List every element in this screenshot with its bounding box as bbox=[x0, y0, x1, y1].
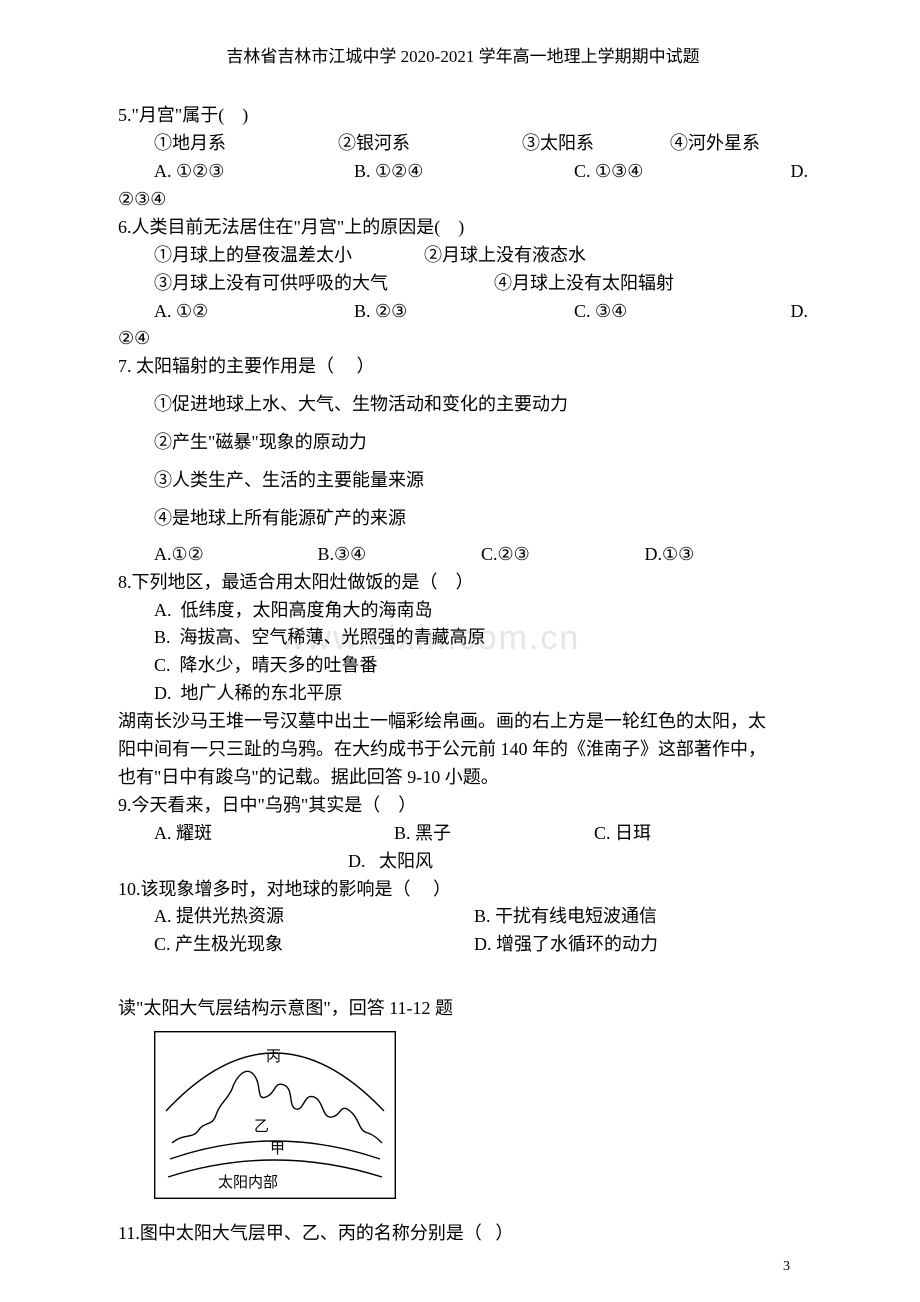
q7-item-4: ④是地球上所有能源矿产的来源 bbox=[118, 505, 808, 533]
q5-option-d: D. bbox=[774, 158, 808, 186]
q7-item-2: ②产生"磁暴"现象的原动力 bbox=[118, 429, 808, 457]
q6-row1: ①月球上的昼夜温差太小 ②月球上没有液态水 bbox=[118, 242, 808, 270]
q10-option-b: B. 干扰有线电短波通信 bbox=[474, 903, 808, 931]
q6-item-4: ④月球上没有太阳辐射 bbox=[494, 270, 808, 298]
q6-row2: ③月球上没有可供呼吸的大气 ④月球上没有太阳辐射 bbox=[118, 270, 808, 298]
q6-stem: 6.人类目前无法居住在"月宫"上的原因是( ) bbox=[118, 214, 808, 242]
q9-option-d: D. 太阳风 bbox=[118, 848, 808, 876]
q7-stem: 7. 太阳辐射的主要作用是（ ） bbox=[118, 353, 808, 381]
page-header: 吉林省吉林市江城中学 2020-2021 学年高一地理上学期期中试题 bbox=[118, 44, 808, 70]
q5-option-c: C. ①③④ bbox=[574, 158, 774, 186]
q6-option-d-extra: ②④ bbox=[118, 325, 808, 353]
q6-options-row: A. ①② B. ②③ C. ③④ D. bbox=[118, 298, 808, 326]
q5-stem: 5."月宫"属于( ) bbox=[118, 102, 808, 130]
q9-option-b: B. 黑子 bbox=[394, 820, 594, 848]
q11-stem: 11.图中太阳大气层甲、乙、丙的名称分别是（ ） bbox=[118, 1220, 808, 1248]
context-line-4: 读"太阳大气层结构示意图"，回答 11-12 题 bbox=[118, 995, 808, 1023]
q10-row1: A. 提供光热资源 B. 干扰有线电短波通信 bbox=[118, 903, 808, 931]
q10-row2: C. 产生极光现象 D. 增强了水循环的动力 bbox=[118, 931, 808, 959]
q5-circle-1: ①地月系 bbox=[154, 130, 338, 158]
svg-text:乙: 乙 bbox=[254, 1119, 269, 1135]
q5-option-b: B. ①②④ bbox=[354, 158, 574, 186]
q6-item-3: ③月球上没有可供呼吸的大气 bbox=[154, 270, 494, 298]
q9-option-c: C. 日珥 bbox=[594, 820, 808, 848]
q7-item-1: ①促进地球上水、大气、生物活动和变化的主要动力 bbox=[118, 391, 808, 419]
context-line-3: 也有"日中有踆乌"的记载。据此回答 9-10 小题。 bbox=[118, 764, 808, 792]
q10-option-d: D. 增强了水循环的动力 bbox=[474, 931, 808, 959]
q7-option-a: A.①② bbox=[154, 541, 318, 569]
q8-option-c: C. 降水少，晴天多的吐鲁番 bbox=[118, 652, 808, 680]
q5-option-d-extra: ②③④ bbox=[118, 186, 808, 214]
q8-option-b: B. 海拔高、空气稀薄、光照强的青藏高原 bbox=[118, 624, 808, 652]
q10-option-a: A. 提供光热资源 bbox=[154, 903, 474, 931]
q9-option-a: A. 耀斑 bbox=[154, 820, 394, 848]
q5-options-row: A. ①②③ B. ①②④ C. ①③④ D. bbox=[118, 158, 808, 186]
q6-option-c: C. ③④ bbox=[574, 298, 774, 326]
q6-item-2: ②月球上没有液态水 bbox=[424, 242, 808, 270]
svg-text:丙: 丙 bbox=[266, 1049, 281, 1065]
q5-option-a: A. ①②③ bbox=[154, 158, 354, 186]
q9-options-row1: A. 耀斑 B. 黑子 C. 日珥 bbox=[118, 820, 808, 848]
q10-option-c: C. 产生极光现象 bbox=[154, 931, 474, 959]
q5-circle-2: ②银河系 bbox=[338, 130, 522, 158]
q5-circles-row: ①地月系 ②银河系 ③太阳系 ④河外星系 bbox=[118, 130, 808, 158]
svg-text:甲: 甲 bbox=[270, 1141, 285, 1157]
page-number: 3 bbox=[783, 1256, 790, 1278]
q6-item-1: ①月球上的昼夜温差太小 bbox=[154, 242, 424, 270]
svg-text:太阳内部: 太阳内部 bbox=[218, 1174, 278, 1191]
q10-stem: 10.该现象增多时，对地球的影响是（ ） bbox=[118, 876, 808, 904]
q5-circle-3: ③太阳系 bbox=[522, 130, 670, 158]
context-line-1: 湖南长沙马王堆一号汉墓中出土一幅彩绘帛画。画的右上方是一轮红色的太阳，太 bbox=[118, 708, 808, 736]
q6-option-b: B. ②③ bbox=[354, 298, 574, 326]
q6-option-d: D. bbox=[774, 298, 808, 326]
q9-stem: 9.今天看来，日中"乌鸦"其实是（ ） bbox=[118, 792, 808, 820]
q7-option-d: D.①③ bbox=[645, 541, 809, 569]
q8-option-d: D. 地广人稀的东北平原 bbox=[118, 680, 808, 708]
q6-option-a: A. ①② bbox=[154, 298, 354, 326]
q5-circle-4: ④河外星系 bbox=[670, 130, 808, 158]
q7-options-row: A.①② B.③④ C.②③ D.①③ bbox=[118, 541, 808, 569]
context-line-2: 阳中间有一只三趾的乌鸦。在大约成书于公元前 140 年的《淮南子》这部著作中， bbox=[118, 736, 808, 764]
q7-option-c: C.②③ bbox=[481, 541, 645, 569]
q7-option-b: B.③④ bbox=[318, 541, 482, 569]
q8-option-a: A. 低纬度，太阳高度角大的海南岛 bbox=[118, 597, 808, 625]
solar-atmosphere-diagram: 丙 乙 甲 太阳内部 bbox=[154, 1031, 808, 1208]
q8-stem: 8.下列地区，最适合用太阳灶做饭的是（ ） bbox=[118, 569, 808, 597]
q7-item-3: ③人类生产、生活的主要能量来源 bbox=[118, 467, 808, 495]
